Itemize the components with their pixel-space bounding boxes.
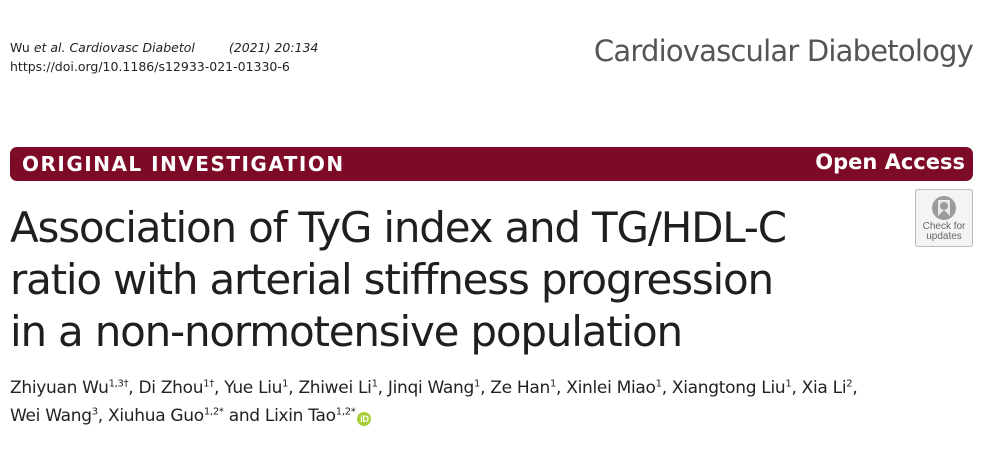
author-affiliation: 1,2* (203, 406, 224, 418)
citation-line: Wu et al. Cardiovasc Diabetol (2021) 20:1… (10, 38, 318, 57)
badge-line-1: Check for (922, 221, 966, 232)
author-affiliation: 1† (203, 378, 214, 390)
author-affiliation: 1 (282, 378, 289, 390)
doi-link[interactable]: https://doi.org/10.1186/s12933-021-01330… (10, 59, 290, 74)
article-type-banner: ORIGINAL INVESTIGATION Open Access (10, 147, 973, 181)
author-name[interactable]: Yue Liu (224, 378, 283, 398)
author-name[interactable]: Zhiwei Li (298, 378, 372, 398)
author-affiliation: 1,3† (108, 378, 129, 390)
author-name[interactable]: Ze Han (490, 378, 550, 398)
author-affiliation: 1 (655, 378, 662, 390)
check-for-updates-button[interactable]: Check for updates (915, 189, 973, 247)
author-affiliation: 1 (549, 378, 557, 390)
citation-journal: et al. Cardiovasc Diabetol (33, 40, 195, 55)
author-name[interactable]: Zhiyuan Wu (10, 378, 109, 398)
citation-year-volume: (2021) 20:134 (228, 40, 319, 55)
badge-line-2: updates (926, 231, 962, 242)
title-line: ratio with arterial stiffness progressio… (10, 255, 774, 304)
citation-author: Wu (10, 40, 34, 55)
author-name[interactable]: Xia Li (801, 378, 847, 398)
author-name[interactable]: Jinqi Wang (387, 378, 474, 398)
author-name[interactable]: Wei Wang (10, 406, 92, 426)
title-line: Association of TyG index and TG/HDL-C (10, 203, 787, 252)
author-affiliation: 2 (846, 378, 853, 390)
author-affiliation: 1 (371, 378, 378, 390)
author-affiliation: 1 (785, 378, 792, 390)
article-type: ORIGINAL INVESTIGATION (22, 152, 345, 176)
author-name[interactable]: Di Zhou (138, 378, 204, 398)
author-name[interactable]: Xiuhua Guo (108, 406, 204, 426)
journal-name: Cardiovascular Diabetology (593, 34, 974, 68)
author-affiliation: 3 (91, 406, 98, 418)
authors-conjunction: and (228, 406, 260, 426)
orcid-icon[interactable]: iD (357, 412, 372, 426)
check-for-updates-icon (932, 196, 956, 220)
author-affiliation: 1 (474, 378, 481, 390)
open-access-label: Open Access (815, 150, 965, 174)
title-line: in a non-normotensive population (10, 307, 683, 356)
author-name[interactable]: Lixin Tao (264, 406, 336, 426)
citation-block: Wu et al. Cardiovasc Diabetol (2021) 20:1… (10, 38, 318, 76)
article-title: Association of TyG index and TG/HDL-C ra… (10, 202, 890, 358)
author-name[interactable]: Xiangtong Liu (671, 378, 786, 398)
author-name[interactable]: Xinlei Miao (566, 378, 656, 398)
author-affiliation: 1,2* (335, 406, 356, 418)
author-list: Zhiyuan Wu1,3†, Di Zhou1†, Yue Liu1, Zhi… (10, 378, 858, 426)
